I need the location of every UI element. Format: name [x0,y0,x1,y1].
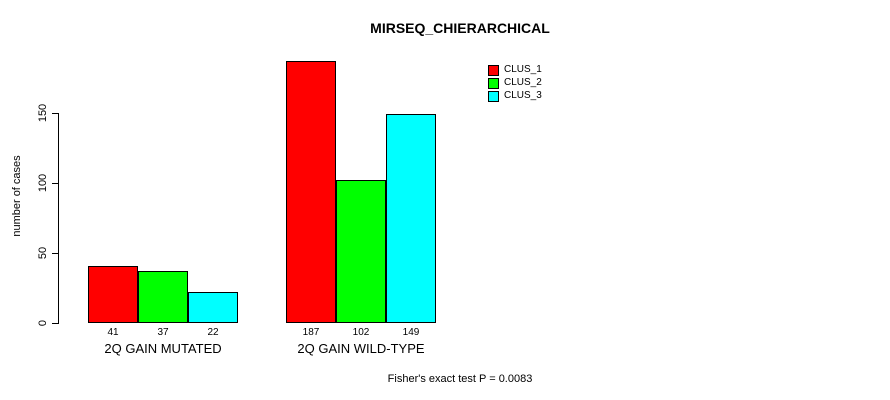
y-tick-mark [52,113,59,114]
legend-label-clus-2: CLUS_2 [504,77,542,88]
bar-value-label: 102 [352,327,370,338]
legend-label-clus-1: CLUS_1 [504,64,542,75]
y-tick-mark [52,183,59,184]
y-axis-line [58,113,59,324]
category-label-2q-gain-mutated: 2Q GAIN MUTATED [104,341,222,356]
legend-swatch-clus-1 [488,65,499,76]
y-tick-label: 50 [37,246,49,260]
bar-value-label: 149 [402,327,420,338]
bar-clus-3-2q-gain-wild-type [386,114,436,323]
bar-clus-2-2q-gain-wild-type [336,180,386,323]
chart-title: MIRSEQ_CHIERARCHICAL [370,20,550,36]
y-tick-label: 150 [37,103,49,123]
bar-value-label: 37 [157,327,169,338]
category-label-2q-gain-wild-type: 2Q GAIN WILD-TYPE [297,341,425,356]
bar-value-label: 22 [207,327,219,338]
y-axis-label: number of cases [11,155,23,237]
legend-swatch-clus-2 [488,78,499,89]
y-tick-mark [52,253,59,254]
bar-clus-1-2q-gain-mutated [88,266,138,323]
bar-clus-3-2q-gain-mutated [188,292,238,323]
legend-swatch-clus-3 [488,91,499,102]
y-tick-mark [52,323,59,324]
y-tick-label: 100 [37,173,49,193]
y-tick-label: 0 [37,319,49,327]
bar-clus-2-2q-gain-mutated [138,271,188,323]
bar-value-label: 41 [107,327,119,338]
bar-value-label: 187 [302,327,320,338]
annotation-text: Fisher's exact test P = 0.0083 [387,373,533,385]
legend-label-clus-3: CLUS_3 [504,90,542,101]
bar-clus-1-2q-gain-wild-type [286,61,336,323]
